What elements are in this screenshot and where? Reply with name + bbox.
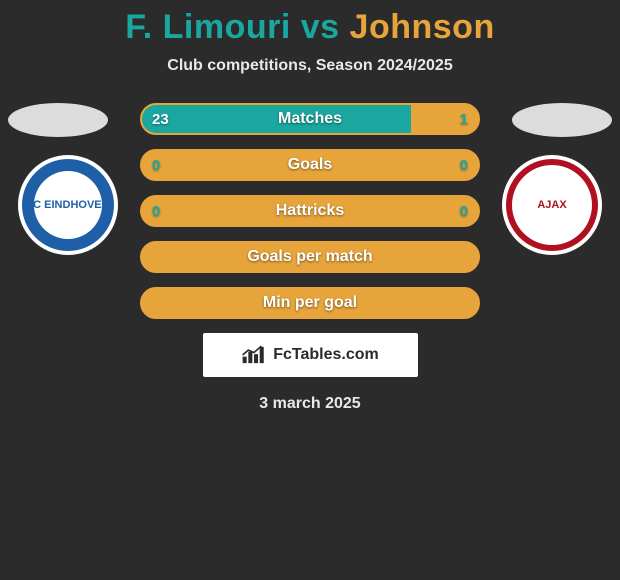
stat-label: Min per goal	[142, 289, 478, 317]
date-text: 3 march 2025	[0, 395, 620, 413]
stat-rows: 231Matches 00Goals 00Hattricks Goals per ma…	[140, 103, 480, 319]
stat-label: Matches	[142, 105, 478, 133]
stat-label: Goals	[142, 151, 478, 179]
player2-name: Johnson	[350, 8, 495, 46]
crest-right-text: AJAX	[533, 195, 570, 215]
left-stand-ellipse	[8, 103, 108, 137]
stat-row: 231Matches	[140, 103, 480, 135]
stat-row: 00Goals	[140, 149, 480, 181]
source-badge[interactable]: FcTables.com	[203, 333, 418, 377]
vs-text: vs	[291, 8, 350, 46]
stat-label: Goals per match	[142, 243, 478, 271]
badge-text: FcTables.com	[273, 346, 379, 364]
club-crest-left: FC EINDHOVEN	[18, 155, 118, 255]
stat-label: Hattricks	[142, 197, 478, 225]
chart-icon	[241, 344, 267, 366]
comparison-panel: FC EINDHOVEN AJAX 231Matches 00Goals 00Hat…	[0, 103, 620, 413]
club-crest-right: AJAX	[502, 155, 602, 255]
page-title: F. Limouri vs Johnson	[0, 0, 620, 47]
player1-name: F. Limouri	[125, 8, 291, 46]
right-stand-ellipse	[512, 103, 612, 137]
subtitle: Club competitions, Season 2024/2025	[0, 57, 620, 75]
stat-row: Min per goal	[140, 287, 480, 319]
stat-row: 00Hattricks	[140, 195, 480, 227]
crest-left-text: FC EINDHOVEN	[22, 195, 113, 215]
stat-row: Goals per match	[140, 241, 480, 273]
